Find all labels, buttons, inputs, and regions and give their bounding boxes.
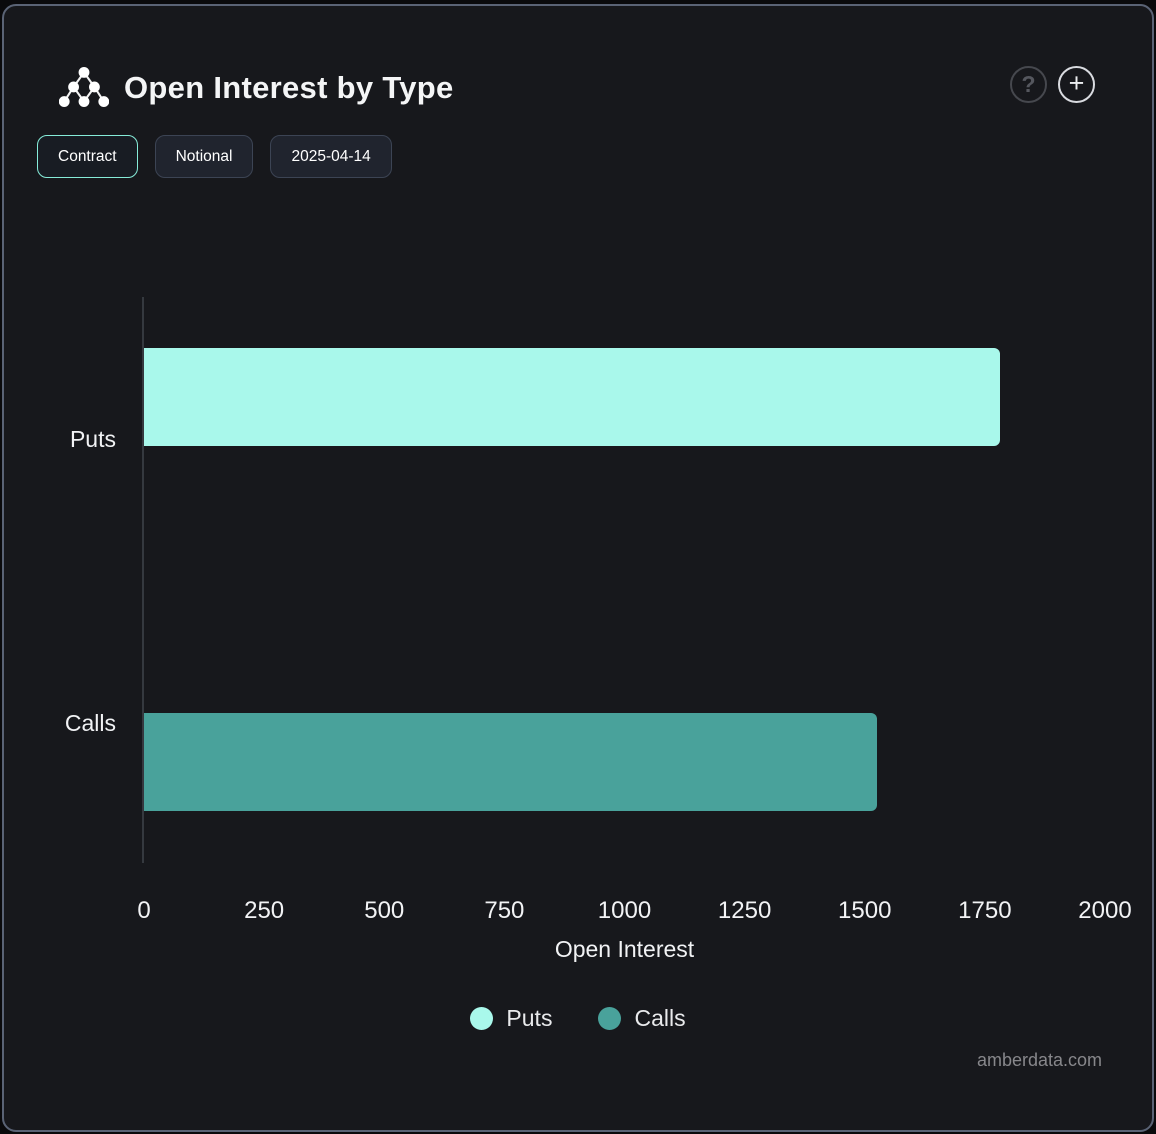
contract-toggle-button[interactable]: Contract bbox=[37, 135, 138, 178]
page-title: Open Interest by Type bbox=[124, 70, 454, 105]
bar-calls[interactable] bbox=[144, 713, 878, 811]
y-category-label-calls: Calls bbox=[64, 710, 116, 736]
plot-area bbox=[144, 297, 1105, 863]
view-toggle-group: Contract Notional 2025-04-14 bbox=[37, 135, 392, 178]
watermark: amberdata.com bbox=[976, 1050, 1102, 1070]
amberdata-logo-icon bbox=[59, 66, 109, 107]
legend-label-calls: Calls bbox=[634, 1005, 686, 1031]
chart-legend: Puts Calls bbox=[4, 1005, 1152, 1032]
x-tick-label: 1250 bbox=[717, 897, 772, 924]
calls-legend-dot-icon bbox=[598, 1007, 622, 1030]
x-axis-title: Open Interest bbox=[554, 936, 695, 962]
x-axis-ticks: 0 250 500 750 1000 1250 1500 1750 2000 bbox=[137, 897, 1131, 925]
x-tick-label: 1750 bbox=[958, 897, 1012, 924]
help-icon[interactable]: ? bbox=[1010, 66, 1047, 103]
y-axis-line bbox=[142, 297, 144, 863]
legend-item-puts[interactable]: Puts bbox=[470, 1005, 552, 1032]
chart-card: Open Interest by Type ? + Contract Notio… bbox=[2, 4, 1154, 1132]
legend-item-calls[interactable]: Calls bbox=[598, 1005, 686, 1032]
x-tick-label: 750 bbox=[484, 897, 525, 924]
add-icon[interactable]: + bbox=[1058, 66, 1095, 103]
x-tick-label: 1500 bbox=[838, 897, 892, 924]
bar-puts[interactable] bbox=[144, 348, 1001, 446]
x-tick-label: 1000 bbox=[597, 897, 652, 924]
notional-toggle-button[interactable]: Notional bbox=[154, 135, 254, 178]
x-tick-label: 2000 bbox=[1078, 897, 1132, 924]
x-tick-label: 0 bbox=[137, 897, 151, 924]
date-selector-button[interactable]: 2025-04-14 bbox=[270, 135, 392, 178]
x-tick-label: 500 bbox=[364, 897, 405, 924]
y-category-label-puts: Puts bbox=[69, 426, 116, 452]
x-tick-label: 250 bbox=[244, 897, 285, 924]
puts-legend-dot-icon bbox=[470, 1007, 494, 1030]
legend-label-puts: Puts bbox=[506, 1005, 553, 1031]
